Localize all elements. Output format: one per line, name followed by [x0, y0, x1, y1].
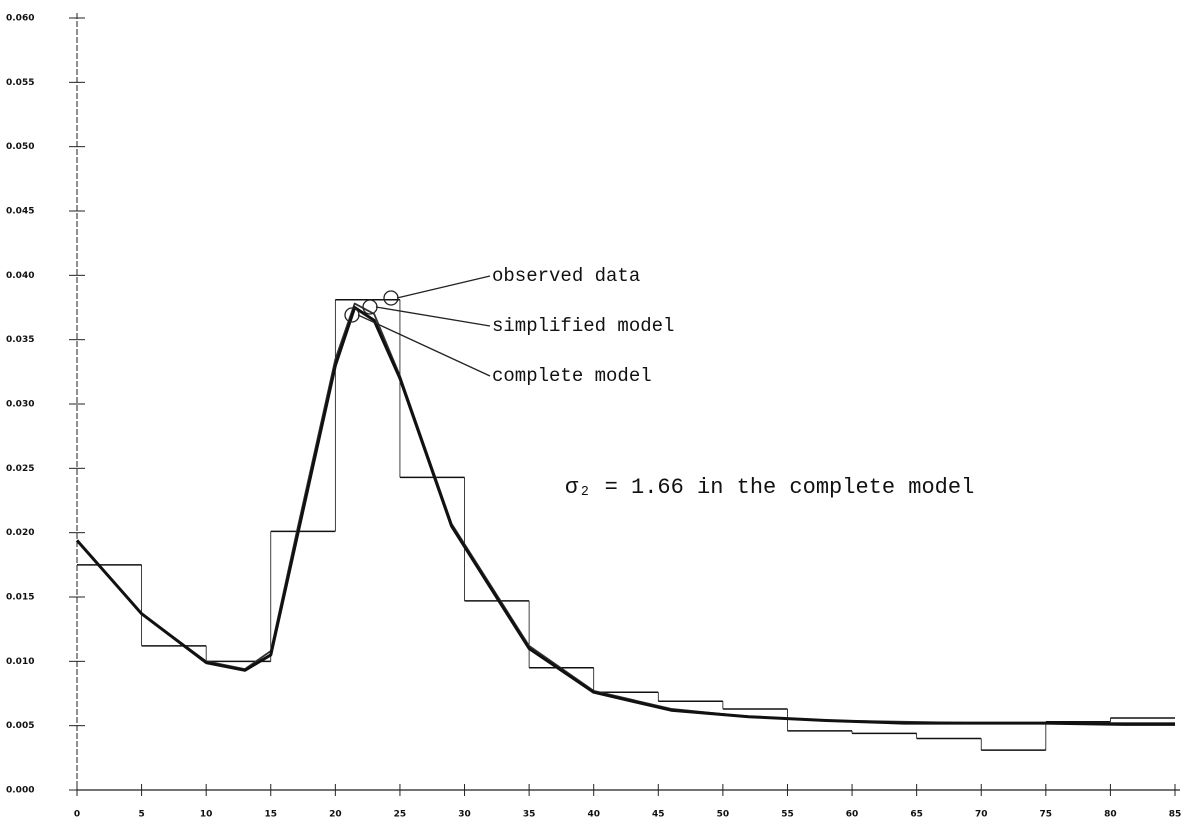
model-line	[75, 306, 1175, 726]
y-tick-label: 0.000	[6, 786, 34, 796]
x-tick-label: 30	[458, 810, 471, 820]
callout-leader	[375, 306, 491, 327]
x-tick-label: 15	[264, 810, 277, 820]
callout-label: simplified model	[492, 315, 674, 337]
callout-leader	[396, 275, 491, 299]
y-tick-label: 0.060	[6, 14, 34, 24]
x-tick-label: 50	[717, 810, 730, 820]
x-tick-label: 75	[1040, 810, 1053, 820]
x-tick-label: 85	[1169, 810, 1182, 820]
y-tick-label: 0.055	[6, 78, 34, 88]
x-tick-label: 55	[781, 810, 794, 820]
x-tick-label: 5	[138, 810, 144, 820]
x-tick-label: 60	[846, 810, 859, 820]
y-tick-label: 0.035	[6, 335, 34, 345]
y-tick-label: 0.005	[6, 721, 34, 731]
y-tick-label: 0.030	[6, 400, 34, 410]
annotation: σ₂ = 1.66 in the complete model	[565, 475, 974, 500]
callout-label: observed data	[492, 265, 640, 287]
y-tick-label: 0.020	[6, 528, 34, 538]
y-tick-label: 0.050	[6, 142, 34, 152]
y-tick-label: 0.025	[6, 464, 34, 474]
x-tick-label: 10	[200, 810, 213, 820]
x-tick-label: 65	[910, 810, 923, 820]
x-tick-label: 0	[74, 810, 80, 820]
callout-leader	[357, 314, 491, 377]
x-tick-label: 25	[394, 810, 407, 820]
x-tick-label: 80	[1104, 810, 1117, 820]
x-tick-label: 35	[523, 810, 536, 820]
y-tick-label: 0.040	[6, 271, 34, 281]
x-tick-label: 45	[652, 810, 665, 820]
y-tick-label: 0.010	[6, 657, 34, 667]
x-tick-label: 20	[329, 810, 342, 820]
callout-label: complete model	[492, 365, 652, 387]
y-tick-label: 0.015	[6, 593, 34, 603]
x-tick-label: 40	[587, 810, 600, 820]
y-tick-label: 0.045	[6, 207, 34, 217]
x-tick-label: 70	[975, 810, 988, 820]
callout-marker	[383, 290, 399, 306]
